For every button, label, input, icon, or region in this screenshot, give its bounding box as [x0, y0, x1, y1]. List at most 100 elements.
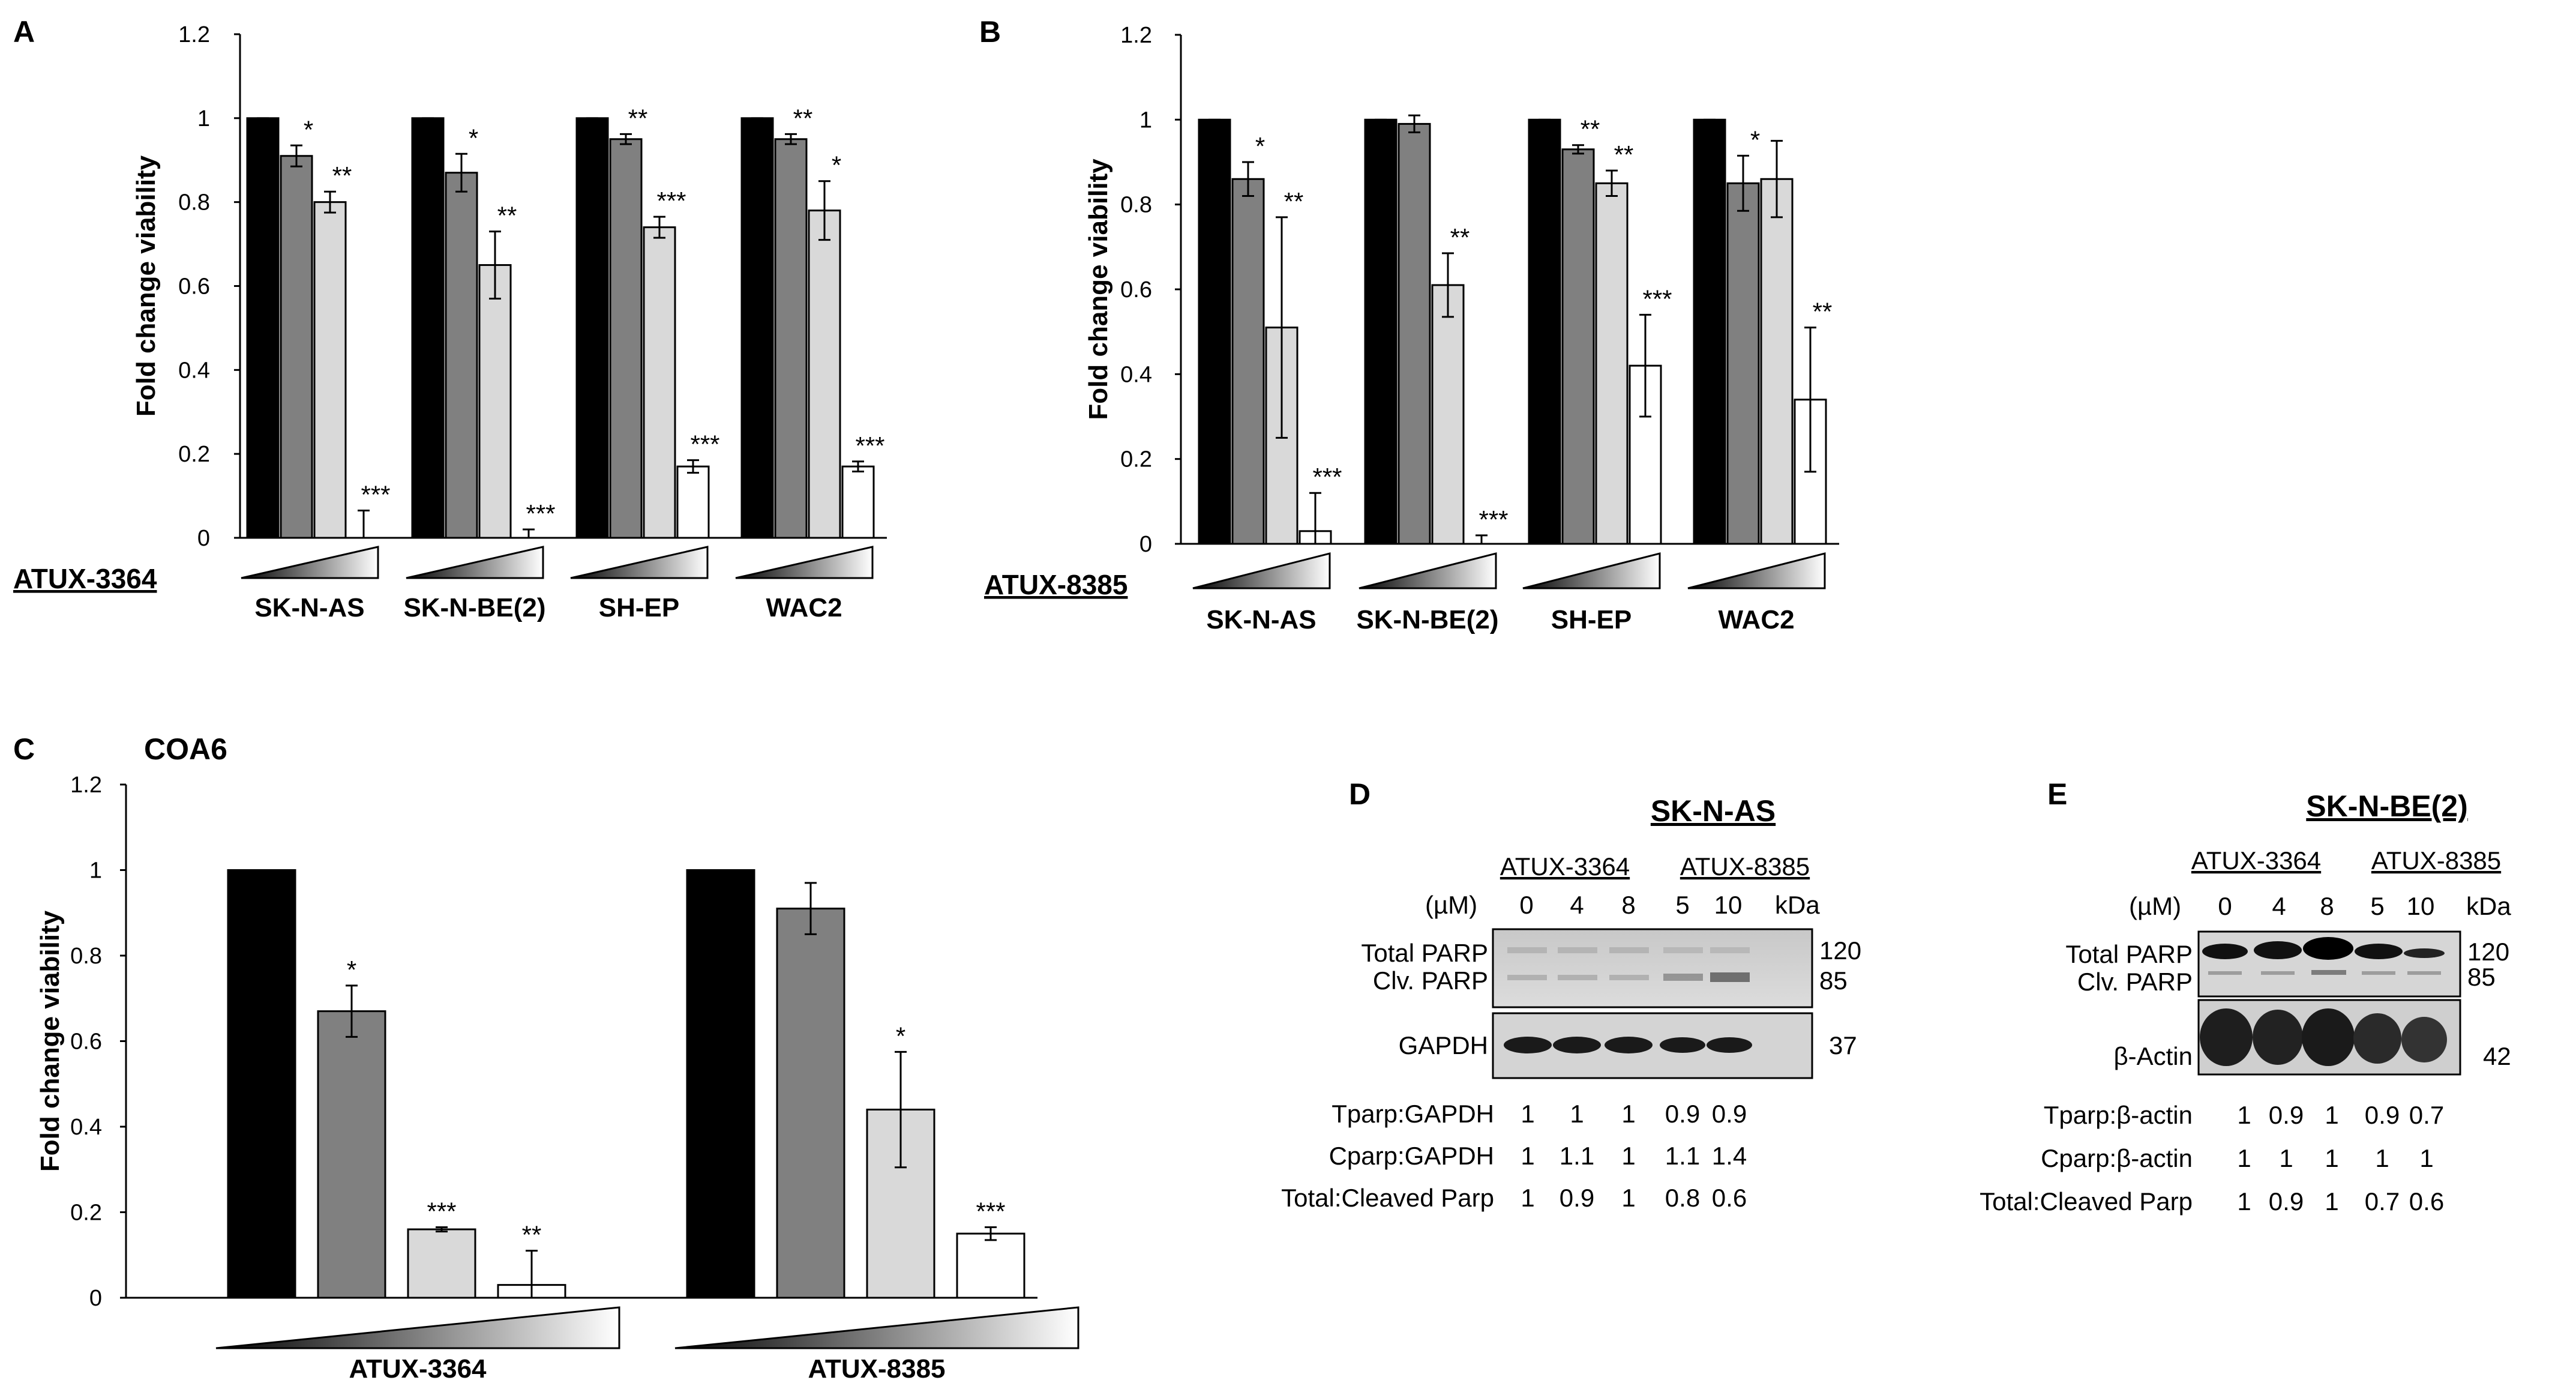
significance-marker: * — [896, 1022, 905, 1050]
blot-d-value: 0.9 — [1665, 1100, 1700, 1128]
blot-e-row-label: Cparp:β-actin — [2041, 1144, 2193, 1172]
bar — [1561, 148, 1595, 545]
bar — [1760, 178, 1794, 545]
group-label: SK-N-BE(2) — [1356, 605, 1498, 634]
blot-e-dose: 5 — [2370, 892, 2384, 920]
y-tick-label: 0 — [1139, 532, 1152, 557]
blot-d-value: 1.1 — [1560, 1142, 1594, 1170]
blot-d-unit: (µM) — [1425, 891, 1477, 919]
bar — [411, 117, 445, 539]
bar — [313, 201, 347, 539]
blot-e-kda: kDa — [2466, 892, 2511, 920]
blot-e-mw-85: 85 — [2467, 963, 2496, 991]
significance-marker: ** — [522, 1221, 542, 1249]
y-tick-label: 1 — [1139, 107, 1152, 133]
blot-d-mw-120: 120 — [1819, 936, 1861, 965]
bar — [609, 138, 643, 539]
significance-marker: *** — [361, 481, 390, 509]
blot-e-value: 1 — [2325, 1101, 2338, 1129]
blot-d-band-clv-parp: Clv. PARP — [1373, 966, 1488, 995]
blot-e-value: 0.6 — [2409, 1187, 2444, 1216]
significance-marker: *** — [1642, 285, 1672, 313]
bar — [1364, 118, 1398, 545]
bar — [1595, 182, 1629, 545]
blot-d-mw-85: 85 — [1819, 966, 1848, 995]
western-blot-d: SK-N-AS ATUX-3364 ATUX-8385 (µM) 0 4 8 5… — [1281, 794, 1861, 1212]
blot-e-value: 0.9 — [2365, 1101, 2400, 1129]
bar — [1528, 118, 1561, 545]
dose-ramp — [735, 546, 874, 579]
blot-d-value: 1.4 — [1712, 1142, 1747, 1170]
y-axis-label: Fold change viability — [131, 155, 161, 417]
blot-e-value: 1 — [2375, 1144, 2389, 1172]
dose-ramp — [570, 546, 709, 579]
y-tick-label: 0.8 — [1120, 193, 1152, 218]
blot-d-dose: 5 — [1675, 891, 1689, 919]
blot-d-dose: 10 — [1714, 891, 1743, 919]
bar — [280, 155, 313, 539]
dose-ramp — [1192, 552, 1331, 589]
blot-d-row-label: Cparp:GAPDH — [1329, 1142, 1494, 1170]
significance-marker: ** — [1813, 298, 1833, 326]
significance-marker: ** — [1284, 187, 1304, 215]
blot-e-mw-120: 120 — [2467, 938, 2509, 966]
bar — [478, 264, 512, 539]
blot-e-value: 0.7 — [2365, 1187, 2400, 1216]
blot-e-band-clv-parp: Clv. PARP — [2077, 968, 2193, 996]
blot-e-value: 1 — [2237, 1101, 2251, 1129]
bar — [1726, 182, 1760, 545]
bar — [1693, 118, 1726, 545]
group-label: ATUX-3364 — [349, 1354, 487, 1384]
group-label: SK-N-AS — [1206, 605, 1316, 634]
blot-d-row-label: Total:Cleaved Parp — [1281, 1184, 1494, 1212]
bar — [1398, 122, 1431, 545]
bar — [407, 1228, 476, 1299]
bar — [1431, 284, 1465, 545]
bar — [956, 1232, 1025, 1299]
group-label: SH-EP — [599, 593, 679, 622]
blot-d-value: 0.9 — [1560, 1184, 1594, 1212]
bar — [1231, 178, 1265, 545]
group-label: WAC2 — [1718, 605, 1794, 634]
blot-d-value: 1 — [1621, 1184, 1635, 1212]
blot-e-value: 1 — [2419, 1144, 2433, 1172]
group-label: SK-N-AS — [254, 593, 364, 622]
blot-e-dose: 4 — [2272, 892, 2286, 920]
y-tick-label: 0.2 — [70, 1201, 102, 1226]
bar — [808, 209, 841, 539]
y-tick-label: 1 — [89, 858, 102, 884]
blot-d-row-label: Tparp:GAPDH — [1332, 1100, 1494, 1128]
y-tick-label: 0.6 — [70, 1029, 102, 1055]
bar — [643, 226, 676, 539]
dose-ramp — [1687, 552, 1826, 589]
blot-d-quant-table: Tparp:GAPDH 1 1 1 0.9 0.9 Cparp:GAPDH 1 … — [1281, 1100, 1747, 1212]
blot-e-value: 1 — [2237, 1187, 2251, 1216]
y-tick-label: 0.8 — [178, 190, 210, 215]
blot-e-dose: 8 — [2320, 892, 2334, 920]
bar — [774, 138, 808, 539]
bar — [317, 1010, 386, 1299]
panel-label-b: B — [979, 15, 1001, 49]
blot-d-title: SK-N-AS — [1651, 794, 1776, 828]
significance-marker: *** — [1312, 463, 1342, 491]
panel-c-title: COA6 — [144, 732, 227, 766]
bar — [841, 465, 875, 539]
bar — [1198, 118, 1231, 545]
blot-e-parp-bands — [2202, 937, 2445, 975]
blot-d-value: 1 — [1521, 1142, 1534, 1170]
blot-e-value: 0.9 — [2269, 1187, 2304, 1216]
blot-e-value: 0.7 — [2409, 1101, 2444, 1129]
blot-d-parp-bands — [1507, 947, 1750, 982]
blot-e-band-total-parp: Total PARP — [2065, 940, 2193, 968]
blot-d-value: 1 — [1621, 1100, 1635, 1128]
y-tick-label: 1 — [197, 106, 210, 131]
panel-label-e: E — [2047, 777, 2067, 811]
blot-d-value: 1.1 — [1665, 1142, 1700, 1170]
panel-label-a: A — [13, 15, 35, 49]
significance-marker: ** — [1450, 223, 1470, 252]
significance-marker: * — [832, 151, 841, 179]
panel-label-c: C — [13, 732, 35, 766]
